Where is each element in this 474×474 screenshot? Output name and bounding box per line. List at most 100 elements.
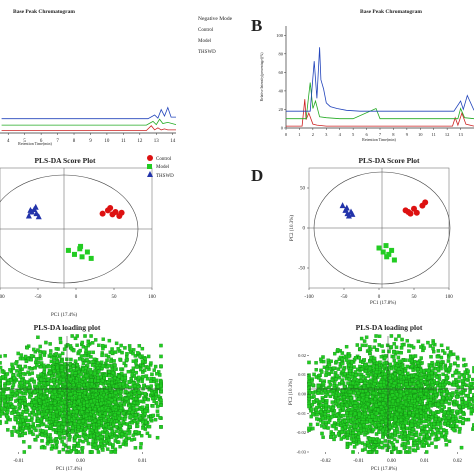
loading-point xyxy=(448,363,453,367)
loading-point xyxy=(107,373,111,378)
x-tick-label: 11 xyxy=(121,139,126,144)
loading-point xyxy=(141,374,145,379)
loading-point xyxy=(12,425,16,430)
loading-point xyxy=(136,375,141,380)
loading-point xyxy=(9,397,14,401)
loading-point xyxy=(88,407,92,411)
loading-point xyxy=(103,411,108,416)
loading-point xyxy=(371,364,376,368)
loading-point xyxy=(17,402,21,407)
loading-point xyxy=(311,383,315,387)
x-tick-label: 14 xyxy=(170,139,176,144)
loading-point xyxy=(311,399,316,404)
loading-point xyxy=(153,418,158,422)
loading-point xyxy=(328,394,333,399)
loading-point xyxy=(368,366,372,371)
loading-point xyxy=(114,435,119,440)
loading-point xyxy=(62,422,66,426)
loading-point xyxy=(83,334,87,338)
loading-point xyxy=(107,425,111,430)
loading-point xyxy=(309,414,313,419)
loading-point xyxy=(84,345,88,350)
x-tick-label: 13 xyxy=(458,132,463,137)
loading-point xyxy=(131,351,135,356)
loading-point xyxy=(135,424,140,428)
loading-point xyxy=(151,404,155,408)
loading-point xyxy=(131,359,136,363)
loading-point xyxy=(451,352,456,356)
loading-point xyxy=(27,386,32,390)
loading-point xyxy=(87,350,92,355)
loading-point xyxy=(462,357,466,362)
loading-point xyxy=(321,435,325,439)
loading-point xyxy=(112,400,117,404)
loading-point xyxy=(378,389,382,393)
loading-point xyxy=(76,444,81,448)
y-tick-label: 0 xyxy=(303,227,306,232)
loading-point xyxy=(93,407,97,411)
loading-point xyxy=(103,423,108,428)
loading-point xyxy=(96,361,100,365)
loading-point xyxy=(154,401,159,405)
loading-point xyxy=(84,349,88,353)
panel-e-title: PLS-DA loading plot xyxy=(34,323,101,332)
loading-point xyxy=(368,360,372,364)
loading-point xyxy=(48,433,52,437)
loading-point xyxy=(159,383,163,388)
loading-point xyxy=(81,361,86,366)
loading-point xyxy=(314,368,318,372)
panel-a-legend-title: Negative Mode xyxy=(198,16,233,22)
loading-point xyxy=(400,337,404,342)
loading-point xyxy=(22,450,27,454)
loading-point xyxy=(4,420,9,425)
loading-point xyxy=(431,346,435,351)
loading-point xyxy=(67,415,71,420)
x-tick-label: 8 xyxy=(73,139,76,144)
loading-point xyxy=(428,427,432,431)
loading-point xyxy=(132,348,136,352)
loading-point xyxy=(89,378,94,383)
loading-point xyxy=(74,450,78,454)
loading-point xyxy=(105,430,109,435)
loading-point xyxy=(330,370,334,374)
loading-point xyxy=(92,434,96,438)
loading-point xyxy=(89,370,93,375)
panel-c-xlabel: PC1 (17.4%) xyxy=(51,313,77,318)
loading-point xyxy=(113,439,117,443)
loading-point xyxy=(155,372,159,376)
data-point-model xyxy=(383,243,389,249)
loading-point xyxy=(49,359,54,364)
loading-point xyxy=(90,450,94,454)
loading-point xyxy=(66,433,70,438)
loading-point xyxy=(81,439,85,444)
loading-point xyxy=(80,358,85,362)
loading-point xyxy=(336,348,340,352)
loading-point xyxy=(21,418,25,423)
loading-point xyxy=(104,395,108,399)
loading-point xyxy=(443,419,448,423)
loading-point xyxy=(420,439,425,444)
loading-point xyxy=(58,340,63,345)
loading-point xyxy=(129,438,134,442)
loading-point xyxy=(468,381,473,386)
loading-point xyxy=(396,450,400,454)
loading-point xyxy=(117,374,121,379)
loading-point xyxy=(94,388,98,393)
loading-point xyxy=(364,343,368,348)
loading-point xyxy=(78,392,82,396)
loading-point xyxy=(145,403,149,408)
x-tick-label: 0.00 xyxy=(76,459,85,464)
loading-point xyxy=(105,358,109,363)
loading-point xyxy=(82,383,86,387)
loading-point xyxy=(381,383,386,387)
loading-point xyxy=(73,391,77,395)
loading-point xyxy=(366,443,371,448)
loading-point xyxy=(18,423,22,427)
loading-point xyxy=(411,436,415,440)
loading-point xyxy=(314,361,318,365)
loading-point xyxy=(32,400,37,404)
loading-point xyxy=(56,384,60,389)
loading-point xyxy=(88,367,93,372)
x-tick-label: -100 xyxy=(0,295,5,300)
